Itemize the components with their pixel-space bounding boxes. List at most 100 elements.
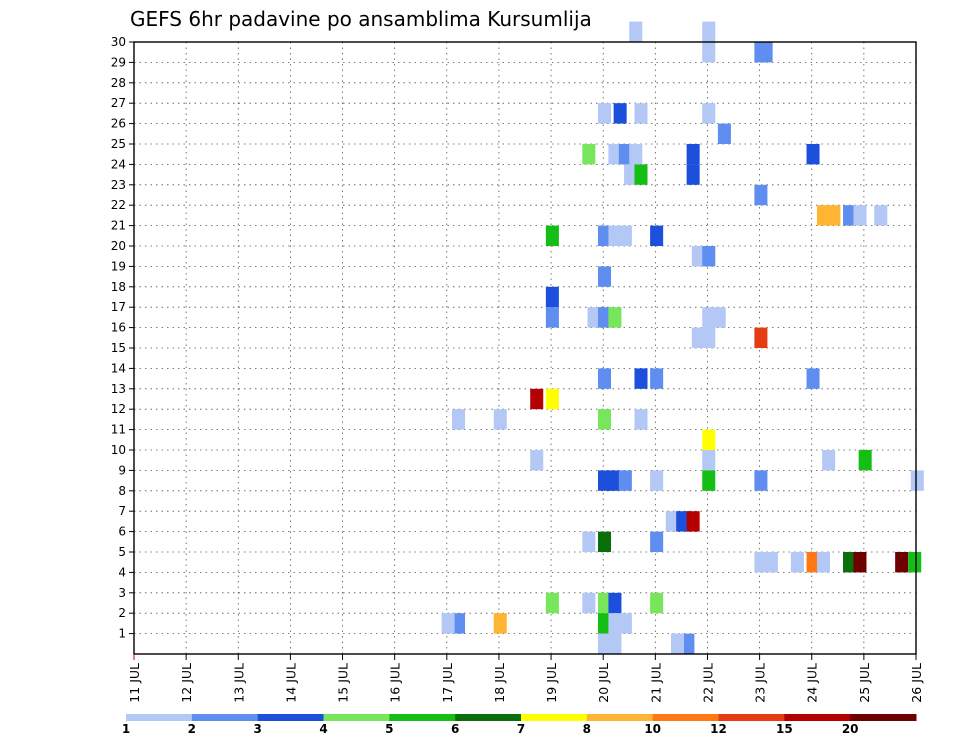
heatmap-cell — [597, 307, 612, 328]
heatmap-cell — [545, 307, 559, 328]
y-tick-label: 24 — [111, 157, 126, 171]
x-tick-label: 12 JUL — [179, 663, 194, 703]
y-tick-label: 26 — [111, 117, 126, 131]
y-tick-label: 6 — [118, 525, 126, 539]
heatmap-cell — [530, 388, 544, 410]
heatmap-cell — [686, 511, 700, 532]
heatmap-cell — [618, 470, 632, 491]
heatmap-cell — [650, 368, 664, 389]
heatmap-cell — [634, 409, 648, 430]
heatmap-cell — [665, 511, 679, 532]
x-tick-label: 23 JUL — [753, 663, 768, 703]
x-tick-label: 19 JUL — [544, 663, 559, 703]
legend-label: 6 — [451, 722, 459, 736]
heatmap-cell — [545, 286, 559, 308]
heatmap-cell — [843, 205, 857, 226]
y-tick-label: 4 — [118, 565, 126, 579]
heatmap-cell — [597, 592, 612, 614]
heatmap-cell — [530, 450, 544, 471]
heatmap-cell — [597, 103, 612, 124]
heatmap-cell — [597, 225, 612, 246]
heatmap-cell — [702, 21, 716, 42]
heatmap-cell — [702, 450, 716, 471]
legend-label: 5 — [385, 722, 393, 736]
y-tick-label: 14 — [111, 361, 126, 375]
y-tick-label: 10 — [111, 443, 126, 457]
x-tick-label: 18 JUL — [492, 663, 507, 703]
legend-swatch — [455, 714, 522, 721]
y-tick-label: 20 — [111, 239, 126, 253]
heatmap-cell — [754, 327, 768, 348]
heatmap-cell — [650, 470, 664, 491]
legend-swatch — [652, 714, 719, 721]
y-tick-label: 3 — [118, 586, 126, 600]
heatmap-cell — [895, 552, 909, 573]
y-tick-label: 12 — [111, 402, 126, 416]
heatmap-cell — [618, 225, 632, 246]
legend-swatch — [521, 714, 588, 721]
heatmap-cell — [634, 368, 648, 389]
heatmap-cell — [691, 327, 705, 348]
heatmap-cell — [613, 103, 627, 124]
legend-swatch — [586, 714, 654, 721]
heatmap-cell — [827, 205, 841, 226]
legend-label: 15 — [776, 722, 793, 736]
heatmap-cell — [582, 592, 596, 614]
x-tick-label: 13 JUL — [231, 663, 246, 703]
heatmap-cell — [629, 21, 643, 42]
heatmap-cell — [702, 246, 716, 267]
x-tick-label: 15 JUL — [336, 663, 351, 703]
x-tick-label: 17 JUL — [440, 663, 455, 703]
chart-title: GEFS 6hr padavine po ansamblima Kursumli… — [130, 7, 592, 31]
heatmap-cell — [676, 511, 690, 532]
heatmap-cell — [686, 144, 700, 165]
x-tick-label: 22 JUL — [700, 663, 715, 703]
heatmap-cell — [822, 450, 836, 471]
x-tick-label: 26 JUL — [909, 663, 924, 703]
heatmap-cell — [545, 388, 559, 410]
heatmap-cell — [441, 613, 455, 634]
heatmap-cell — [452, 409, 466, 430]
x-axis: 11 JUL 12 JUL 13 JUL 14 JUL 15 JUL 16 JUL 17 J… — [127, 654, 924, 703]
heatmap-cell — [681, 633, 695, 654]
y-tick-label: 30 — [111, 35, 126, 49]
heatmap-cell — [717, 123, 731, 144]
heatmap-cell — [634, 103, 648, 124]
legend-swatch — [126, 714, 193, 721]
heatmap-cell — [624, 164, 638, 185]
legend-label: 3 — [253, 722, 261, 736]
x-tick-label: 20 JUL — [596, 663, 611, 703]
heatmap-cell — [608, 225, 622, 246]
y-tick-label: 2 — [118, 606, 126, 620]
color-scale-legend: 1 2 3 4 5 6 7 8 10 12 15 20 — [122, 714, 917, 736]
heatmap-cell — [618, 144, 632, 165]
y-tick-label: 27 — [111, 96, 126, 110]
y-tick-label: 11 — [111, 423, 126, 437]
heatmap-cell — [843, 552, 857, 573]
heatmap-cell — [597, 266, 612, 287]
legend-swatch — [850, 714, 917, 721]
heatmap-cell — [452, 613, 466, 634]
legend-label: 1 — [122, 722, 130, 736]
heatmap-cell — [597, 633, 612, 654]
heatmap-cell — [597, 531, 612, 552]
y-tick-label: 17 — [111, 300, 126, 314]
y-tick-label: 23 — [111, 178, 126, 192]
heatmap-cell — [545, 592, 559, 614]
legend-swatch — [784, 714, 851, 721]
heatmap-cell — [712, 307, 726, 328]
heatmap-cell — [858, 450, 872, 471]
heatmap-cell — [908, 552, 922, 573]
x-tick-label: 21 JUL — [648, 663, 663, 703]
heatmap-cell — [691, 246, 705, 267]
legend-label: 4 — [319, 722, 327, 736]
heatmap-cell — [702, 307, 716, 328]
heatmap-cell — [702, 327, 716, 348]
y-tick-label: 16 — [111, 321, 126, 335]
heatmap-cell — [597, 409, 612, 430]
heatmap-cell — [597, 470, 612, 491]
heatmap-cell — [597, 613, 612, 634]
heatmap-cell — [597, 368, 612, 389]
heatmap-cell — [608, 307, 622, 328]
